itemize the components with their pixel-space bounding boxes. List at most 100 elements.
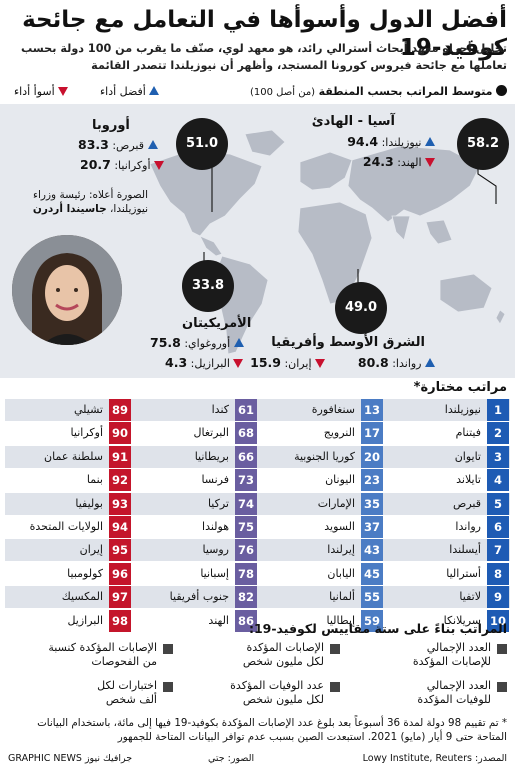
rank-country: اليابان (327, 566, 355, 580)
measure-item: العدد الإجمالي للوفيات المؤكدة (417, 679, 491, 707)
region-name-mea: الشرق الأوسط وأفريقيا (271, 335, 425, 350)
rank-row: إيران 95 روسيا 76 إيرلندا 43 أيسلندا 7 (5, 539, 510, 562)
legend: متوسط المراتب بحسب المنطقة (من أصل 100) … (8, 85, 507, 101)
rank-number: 13 (361, 399, 383, 421)
square-bullet-icon (497, 682, 507, 692)
rank-number: 76 (235, 539, 257, 562)
rank-country: المكسيك (61, 590, 103, 604)
rank-cell: سلطنة عمان 91 (5, 445, 131, 468)
triangle-down-icon (425, 158, 435, 167)
rank-number: 8 (487, 562, 509, 585)
measure-line: من الفحوصات (91, 655, 157, 668)
rank-number: 9 (487, 586, 509, 609)
measure-item: اختبارات لكل ألف شخص (97, 679, 157, 707)
rank-cell: الإمارات 35 (257, 492, 383, 515)
rank-country: إيطاليا (326, 613, 355, 627)
triangle-up-icon (425, 137, 435, 146)
rank-number: 90 (109, 422, 131, 445)
rank-cell: هولندا 75 (131, 515, 257, 538)
rank-number: 78 (235, 562, 257, 585)
ranks-title: مراتب مختارة* (413, 380, 507, 395)
caption-name: جاسيندا أردرن (32, 203, 107, 215)
rank-row: بوليفيا 93 تركيا 74 الإمارات 35 قبرص 5 (5, 492, 510, 515)
rank-country: بوليفيا (75, 496, 103, 510)
rank-country: كولومبيا (67, 566, 103, 580)
legend-best-label: أفضل أداء (100, 85, 146, 98)
rank-number: 82 (235, 586, 257, 609)
rank-cell: كندا 61 (131, 399, 257, 421)
rank-row: كولومبيا 96 إسبانيا 78 اليابان 45 أستراليا 8 (5, 562, 510, 585)
rank-cell: النرويج 17 (257, 422, 383, 445)
worst-country-label: البرازيل: (190, 357, 230, 370)
triangle-down-icon (58, 87, 69, 96)
rank-cell: سريلانكا 10 (383, 609, 509, 632)
rank-country: لاتفيا (459, 590, 481, 604)
region-worst-asia: الهند: 24.3 (363, 154, 435, 169)
rank-country: السويد (324, 519, 355, 533)
best-country-label: أوروغواي: (184, 337, 231, 350)
rank-cell: المكسيك 97 (5, 586, 131, 609)
rank-country: ألمانيا (329, 590, 355, 604)
measure-line: ألف شخص (105, 693, 157, 706)
rank-cell: كوريا الجنوبية 20 (257, 445, 383, 468)
rank-row: تشيلي 89 كندا 61 سنغافورة 13 نيوزيلندا 1 (5, 399, 510, 421)
footnote: * تم تقييم 98 دولة لمدة 36 أسبوعاً بعد ب… (37, 717, 507, 743)
region-worst-mea: إيران: 15.9 (250, 355, 325, 370)
rank-row: المكسيك 97 جنوب أفريقيا 82 ألمانيا 55 لاتفيا 9 (5, 586, 510, 609)
measure-item: عدد الوفيات المؤكدة لكل مليون شخص (230, 679, 324, 707)
rank-number: 94 (109, 515, 131, 538)
credits: المصدر: Lowy Institute, Reuters الصور: ج… (8, 753, 507, 767)
rank-country: روسيا (202, 543, 229, 557)
rank-cell: الولايات المتحدة 94 (5, 515, 131, 538)
rank-cell: السويد 37 (257, 515, 383, 538)
rank-cell: تشيلي 89 (5, 399, 131, 421)
best-country-value: 94.4 (347, 134, 379, 149)
measure-line: للإصابات المؤكدة (412, 655, 491, 668)
rank-country: البرازيل (67, 613, 103, 627)
triangle-down-icon (154, 161, 165, 170)
region-worst-europe: أوكرانيا: 20.7 (80, 157, 165, 172)
measure-item: الإصابات المؤكدة كنسبة من الفحوصات (48, 641, 157, 669)
rank-number: 66 (235, 445, 257, 468)
caption-line: الصورة أعلاه: رئيسة وزراء (33, 189, 148, 201)
rank-cell: تركيا 74 (131, 492, 257, 515)
rank-number: 43 (361, 539, 383, 562)
square-bullet-icon (330, 644, 340, 654)
rank-cell: أوكرانيا 90 (5, 422, 131, 445)
rank-number: 20 (361, 445, 383, 468)
rank-country: اليونان (325, 473, 355, 487)
rank-number: 95 (109, 539, 131, 562)
rank-cell: إسبانيا 78 (131, 562, 257, 585)
rank-cell: تايوان 3 (383, 445, 509, 468)
rank-country: قبرص (453, 496, 481, 510)
region-best-americas: أوروغواي: 75.8 (150, 335, 244, 350)
rank-number: 73 (235, 469, 257, 492)
brand: GRAPHIC NEWS جرافيك نيوز (8, 753, 133, 764)
rank-number: 92 (109, 469, 131, 492)
rank-number: 61 (235, 399, 257, 421)
rank-number: 55 (361, 586, 383, 609)
region-circle-asia: 58.2 (457, 118, 509, 170)
rank-cell: روسيا 76 (131, 539, 257, 562)
best-country-label: قبرص: (112, 139, 144, 152)
source: المصدر: Lowy Institute, Reuters (362, 753, 507, 764)
rank-cell: بريطانيا 66 (131, 445, 257, 468)
worst-country-value: 24.3 (362, 154, 394, 169)
rank-country: تشيلي (73, 403, 103, 416)
rank-cell: تايلاند 4 (383, 469, 509, 492)
rank-number: 7 (487, 539, 509, 562)
square-bullet-icon (497, 644, 507, 654)
legend-avg: متوسط المراتب بحسب المنطقة (من أصل 100) (250, 85, 507, 98)
rank-number: 5 (487, 492, 509, 515)
rank-country: إيرلندا (327, 543, 355, 557)
worst-country-value: 4.3 (165, 355, 188, 370)
region-circle-europe: 51.0 (176, 118, 228, 170)
photo-credit: الصور: جتي (208, 753, 255, 764)
rank-country: إيران (79, 543, 103, 557)
region-best-asia: نيوزيلندا: 94.4 (347, 134, 435, 149)
rank-row: سلطنة عمان 91 بريطانيا 66 كوريا الجنوبية 20 تا… (5, 445, 510, 468)
rank-cell: إيرلندا 43 (257, 539, 383, 562)
rank-cell: اليابان 45 (257, 562, 383, 585)
legend-best: أفضل أداء (100, 85, 160, 98)
rank-row: أوكرانيا 90 البرتغال 68 النرويج 17 فيتنام 2 (5, 422, 510, 445)
